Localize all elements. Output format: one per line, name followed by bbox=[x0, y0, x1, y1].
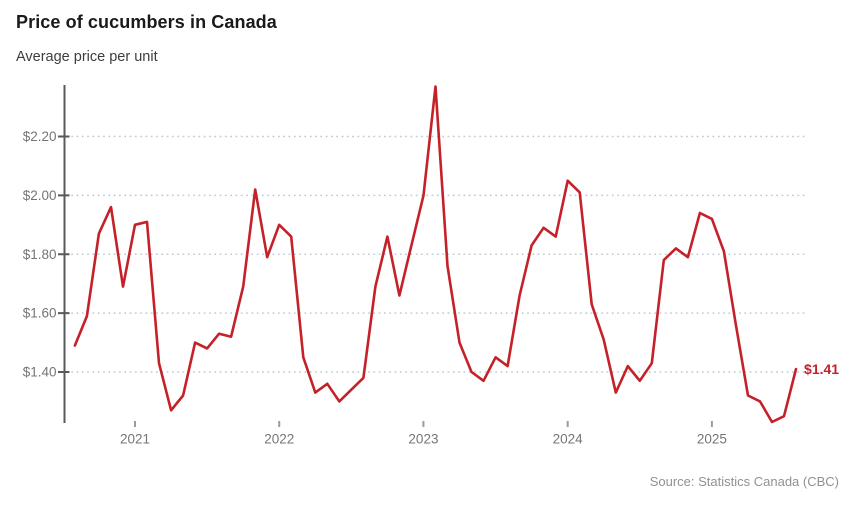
y-tick-label: $2.20 bbox=[23, 129, 57, 144]
y-tick-label: $2.00 bbox=[23, 188, 57, 203]
y-tick-label: $1.40 bbox=[23, 365, 57, 380]
x-tick-label: 2025 bbox=[697, 432, 727, 447]
latest-value-label: $1.41 bbox=[804, 361, 839, 377]
price-line bbox=[73, 85, 798, 424]
x-tick-label: 2023 bbox=[408, 432, 438, 447]
x-tick-label: 2022 bbox=[264, 432, 294, 447]
y-tick-label: $1.80 bbox=[23, 247, 57, 262]
chart-title: Price of cucumbers in Canada bbox=[16, 12, 277, 32]
x-tick-label: 2021 bbox=[120, 432, 150, 447]
source-attribution: Source: Statistics Canada (CBC) bbox=[649, 474, 839, 489]
chart-subtitle: Average price per unit bbox=[16, 49, 158, 65]
x-tick-label: 2024 bbox=[553, 432, 584, 447]
y-tick-label: $1.60 bbox=[23, 306, 57, 321]
